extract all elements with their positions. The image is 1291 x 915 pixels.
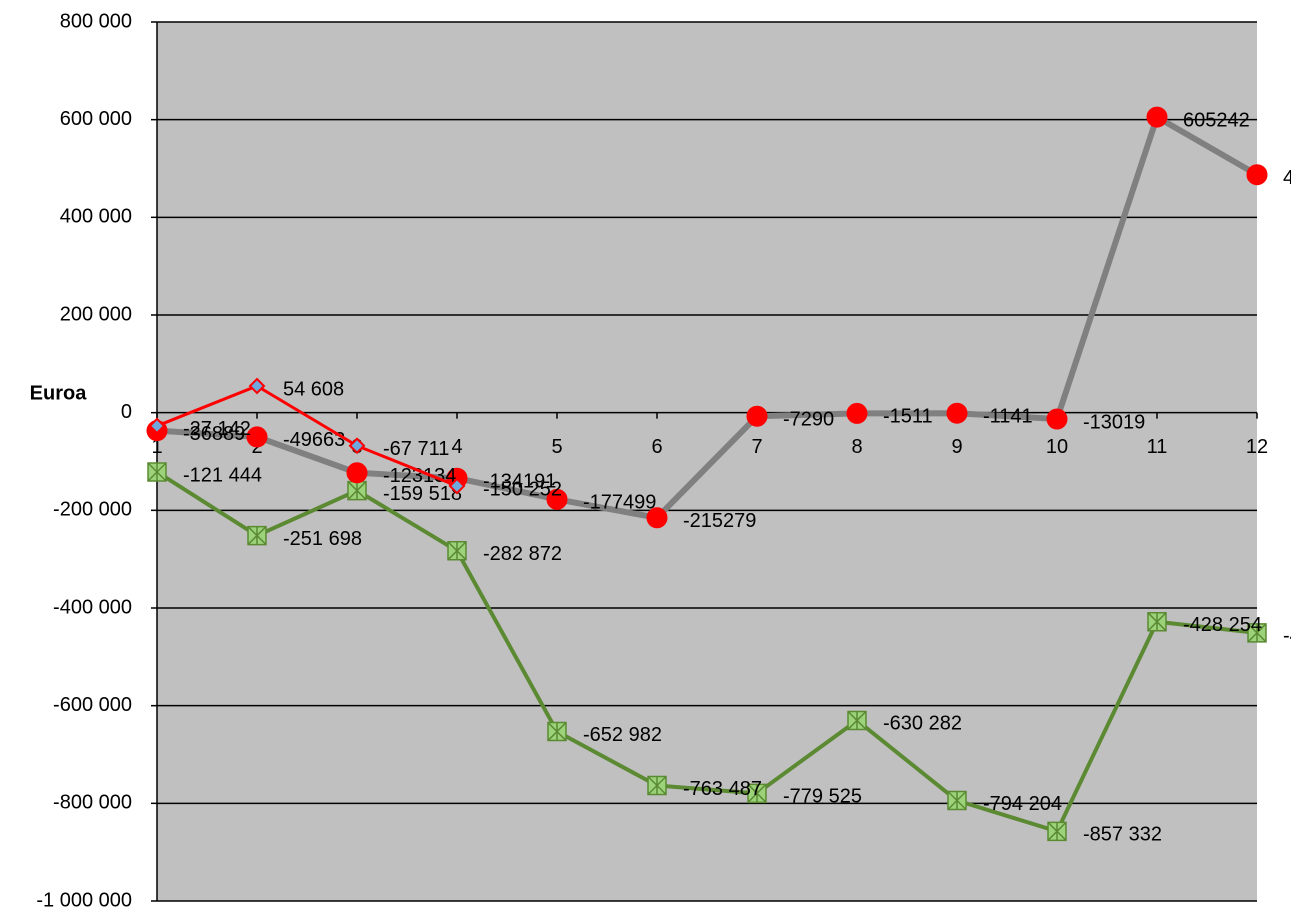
data-label: -7290 — [783, 409, 834, 431]
marker — [947, 790, 967, 811]
data-label: 605242 — [1183, 109, 1250, 131]
marker — [747, 783, 767, 804]
x-tick-label: 7 — [751, 436, 762, 458]
y-tick-label: -1 000 000 — [36, 889, 132, 911]
y-tick-label: 800 000 — [60, 10, 132, 32]
data-label: -215279 — [683, 510, 756, 532]
data-label: -428 254 — [1183, 614, 1262, 636]
x-tick-label: 10 — [1046, 436, 1068, 458]
marker — [1146, 106, 1168, 128]
marker — [646, 507, 668, 529]
marker — [348, 437, 366, 455]
x-tick-label: 6 — [651, 436, 662, 458]
y-tick-label: 400 000 — [60, 206, 132, 228]
marker — [746, 405, 768, 427]
marker — [248, 377, 266, 395]
data-label: -282 872 — [483, 543, 562, 565]
marker — [147, 462, 167, 482]
y-tick-label: -200 000 — [53, 499, 132, 521]
data-label: -857 332 — [1083, 824, 1162, 846]
data-label: -177499 — [583, 492, 656, 514]
marker — [547, 721, 567, 742]
y-tick-label: 0 — [121, 401, 132, 423]
y-axis-title: Euroa — [30, 382, 88, 404]
data-label: -1511 — [883, 406, 933, 428]
x-tick-label: 9 — [951, 436, 962, 458]
series-line — [155, 470, 1258, 834]
data-label: -1141 — [983, 406, 1033, 428]
data-label: -123134 — [383, 465, 456, 487]
marker — [846, 402, 868, 424]
marker — [347, 480, 367, 501]
x-tick-label: 5 — [551, 436, 562, 458]
data-label: -779 525 — [783, 786, 862, 808]
marker — [1246, 164, 1268, 186]
y-tick-label: -800 000 — [53, 792, 132, 814]
data-label: -49663 — [283, 429, 345, 451]
data-label: -159 518 — [383, 483, 462, 505]
y-tick-label: -600 000 — [53, 694, 132, 716]
x-tick-label: 8 — [851, 436, 862, 458]
y-tick-label: -400 000 — [53, 596, 132, 618]
data-label: -630 282 — [883, 713, 962, 735]
data-label: 54 608 — [283, 378, 344, 400]
data-label: -150 252 — [483, 478, 562, 500]
marker — [346, 462, 368, 484]
x-tick-label: 1 — [151, 436, 162, 458]
marker — [447, 541, 467, 561]
marker — [1046, 408, 1068, 430]
data-label: -67 711 — [383, 438, 449, 460]
marker — [246, 426, 268, 448]
data-label: -36889 — [183, 423, 245, 445]
data-label: -121 444 — [183, 464, 262, 486]
data-label: 487296 — [1283, 167, 1291, 189]
marker — [546, 488, 568, 510]
data-label: -652 982 — [583, 724, 662, 746]
marker — [148, 417, 166, 435]
marker — [1247, 623, 1267, 643]
y-tick-label: 600 000 — [60, 108, 132, 130]
data-label: -450 976 — [1283, 625, 1291, 647]
data-label: -134191 — [483, 470, 556, 492]
marker — [1047, 821, 1067, 842]
marker — [647, 775, 667, 796]
data-label: -27 142 — [183, 418, 251, 440]
y-tick-label: 200 000 — [60, 303, 132, 325]
x-tick-label: 11 — [1147, 436, 1168, 458]
x-tick-label: 4 — [451, 436, 462, 458]
data-label: -794 204 — [983, 793, 1062, 815]
x-tick-label: 12 — [1246, 436, 1268, 458]
series-line — [156, 114, 1259, 521]
marker — [448, 477, 466, 495]
plot-area — [157, 22, 1257, 901]
series-line — [156, 384, 458, 488]
data-label: -763 487 — [683, 778, 762, 800]
marker — [946, 402, 968, 424]
data-label: -13019 — [1083, 411, 1145, 433]
data-label: -251 698 — [283, 528, 362, 550]
marker — [247, 525, 267, 546]
marker — [1147, 612, 1167, 632]
marker — [847, 710, 867, 731]
